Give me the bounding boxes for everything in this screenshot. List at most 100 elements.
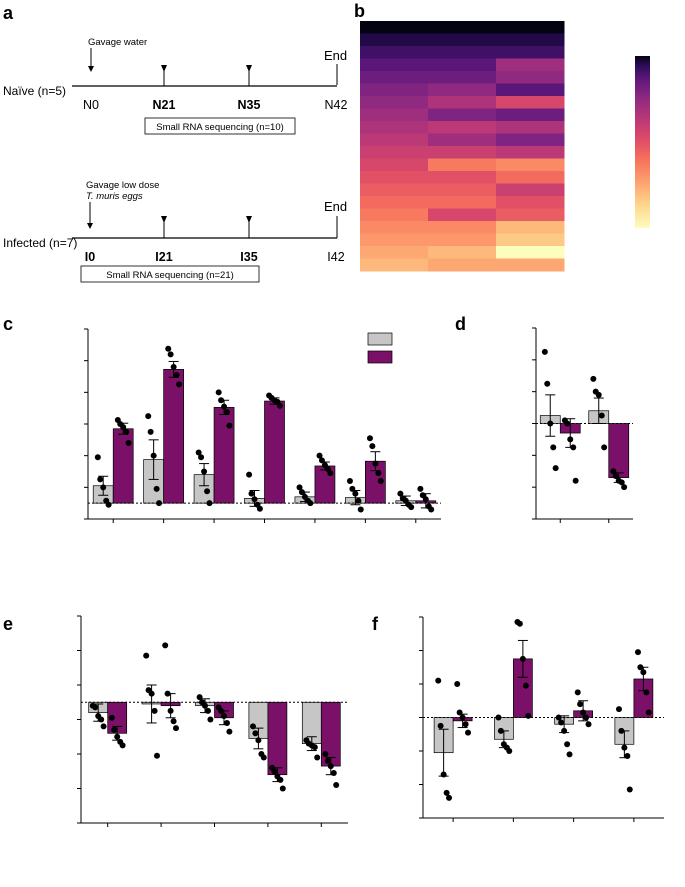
data-point bbox=[643, 689, 650, 696]
data-point bbox=[120, 424, 127, 431]
data-point bbox=[173, 725, 179, 732]
infected-treatment-line2: T. muris eggs bbox=[86, 191, 143, 202]
heatmap-cell bbox=[360, 83, 429, 97]
data-point bbox=[585, 721, 592, 728]
data-point bbox=[204, 488, 211, 495]
data-point bbox=[349, 485, 356, 492]
data-point bbox=[202, 702, 208, 709]
heatmap-cell bbox=[496, 196, 565, 209]
data-point bbox=[443, 789, 450, 796]
heatmap-cell bbox=[360, 71, 429, 84]
data-point bbox=[260, 754, 267, 761]
infected-timepoint-i35: I35 bbox=[240, 250, 257, 264]
data-point bbox=[147, 428, 154, 435]
heatmap-cell bbox=[428, 196, 497, 209]
data-point bbox=[271, 768, 278, 775]
heatmap-cell bbox=[428, 96, 497, 109]
data-point bbox=[561, 727, 568, 734]
heatmap-cell bbox=[360, 133, 429, 147]
heatmap-cell bbox=[360, 33, 429, 47]
data-point bbox=[256, 505, 263, 512]
data-point bbox=[375, 470, 382, 477]
heatmap-cell bbox=[428, 221, 497, 234]
data-point bbox=[564, 741, 571, 748]
data-point bbox=[333, 782, 340, 789]
panel-label-b: b bbox=[354, 1, 365, 21]
data-point bbox=[352, 490, 359, 497]
heatmap-cell bbox=[496, 221, 565, 234]
data-point bbox=[164, 690, 171, 697]
data-point bbox=[440, 771, 447, 778]
data-point bbox=[314, 754, 321, 761]
heatmap-cell bbox=[428, 46, 497, 59]
data-point bbox=[346, 478, 353, 484]
data-point bbox=[408, 504, 415, 511]
panel-c-bar-chart bbox=[84, 328, 441, 523]
naive-arrowhead-n21 bbox=[161, 65, 167, 72]
naive-timepoint-n35: N35 bbox=[238, 98, 261, 112]
data-point bbox=[94, 454, 101, 461]
data-point bbox=[547, 420, 554, 427]
data-point bbox=[221, 403, 228, 410]
bar-n35 bbox=[213, 407, 235, 504]
heatmap-cell bbox=[428, 183, 497, 197]
data-point bbox=[640, 669, 647, 676]
data-point bbox=[355, 497, 362, 504]
bar-n35 bbox=[264, 400, 285, 504]
data-point bbox=[595, 391, 602, 398]
heatmap-cell bbox=[428, 133, 497, 147]
infected-end-label: End bbox=[324, 199, 347, 214]
heatmap-cell bbox=[428, 121, 497, 134]
infected-timepoint-i0: I0 bbox=[85, 250, 95, 264]
infected-sequencing-box bbox=[80, 265, 260, 283]
data-point bbox=[590, 375, 597, 382]
data-point bbox=[167, 351, 174, 358]
data-point bbox=[154, 752, 160, 759]
heatmap-cell bbox=[496, 133, 565, 147]
data-point bbox=[156, 500, 163, 507]
data-point bbox=[224, 409, 231, 416]
data-point bbox=[327, 470, 334, 477]
data-point bbox=[417, 485, 424, 492]
naive-end-label: End bbox=[324, 48, 347, 63]
panel-label-a: a bbox=[3, 3, 14, 23]
heatmap-cell bbox=[360, 196, 429, 209]
data-point bbox=[577, 701, 584, 708]
data-point bbox=[100, 723, 107, 730]
data-point bbox=[226, 728, 233, 735]
infected-treatment-arrowhead bbox=[87, 223, 93, 229]
data-point bbox=[601, 444, 608, 451]
heatmap-cell bbox=[496, 146, 565, 159]
data-point bbox=[626, 786, 633, 793]
data-point bbox=[218, 397, 225, 404]
heatmap-cell bbox=[428, 21, 497, 34]
data-point bbox=[541, 348, 548, 355]
data-point bbox=[277, 776, 284, 783]
heatmap-cell bbox=[496, 71, 565, 84]
heatmap-cell bbox=[428, 171, 497, 184]
data-point bbox=[224, 719, 230, 726]
data-point bbox=[459, 714, 466, 721]
heatmap-cell bbox=[496, 33, 565, 47]
data-point bbox=[497, 727, 504, 734]
data-point bbox=[610, 468, 617, 475]
data-point bbox=[119, 742, 126, 749]
data-point bbox=[114, 733, 121, 740]
heatmap-cell bbox=[360, 96, 429, 109]
heatmap-cell bbox=[496, 246, 565, 259]
data-point bbox=[566, 751, 573, 758]
data-point bbox=[105, 501, 112, 508]
heatmap-cell bbox=[496, 108, 565, 122]
infected-arrowhead-i35 bbox=[246, 216, 252, 223]
data-point bbox=[437, 722, 444, 729]
data-point bbox=[251, 496, 258, 503]
heatmap-cell bbox=[496, 21, 565, 34]
data-point bbox=[612, 473, 619, 480]
data-point bbox=[298, 489, 305, 496]
data-point bbox=[550, 444, 557, 451]
heatmap-cell bbox=[428, 233, 497, 247]
data-point bbox=[645, 709, 652, 716]
data-point bbox=[148, 690, 155, 697]
heatmap-cell bbox=[496, 46, 565, 59]
